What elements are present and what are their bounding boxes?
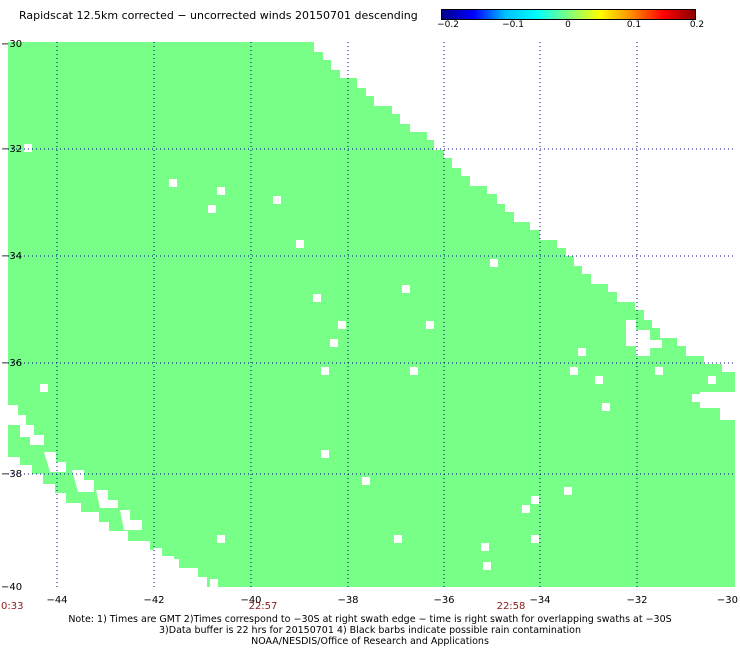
colorbar-tick: −0.2	[437, 20, 459, 30]
colorbar-tick: −0.1	[502, 20, 524, 30]
no-data-cells	[8, 144, 735, 587]
graticule	[8, 42, 735, 587]
time-label: 0:33	[1, 601, 23, 612]
time-label: 22:57	[249, 601, 278, 612]
lat-label: −40	[1, 582, 22, 593]
footnotes: Note: 1) Times are GMT 2)Times correspon…	[0, 614, 740, 647]
lat-label: −36	[1, 358, 22, 369]
footnote-line: Note: 1) Times are GMT 2)Times correspon…	[68, 614, 672, 625]
lat-label: −34	[1, 251, 22, 262]
colorbar	[441, 9, 696, 20]
footnote-line: 3)Data buffer is 22 hrs for 20150701 4) …	[159, 625, 581, 636]
lon-label: −40	[240, 595, 261, 606]
lon-label: −42	[143, 595, 164, 606]
footnote-line: NOAA/NESDIS/Office of Research and Appli…	[251, 636, 489, 647]
wind-map: −30 −32 −34 −36 −38 −40 −44 −42 −40 −38 …	[1, 39, 738, 612]
lat-label: −38	[1, 469, 22, 480]
lon-label: −44	[46, 595, 67, 606]
lon-label: −32	[626, 595, 647, 606]
lon-label: −38	[337, 595, 358, 606]
lat-label: −30	[1, 39, 22, 50]
colorbar-tick: 0.1	[626, 20, 642, 30]
lon-label: −30	[717, 595, 738, 606]
lon-label: −34	[529, 595, 550, 606]
swath-area	[8, 42, 735, 587]
time-label: 22:58	[497, 601, 526, 612]
lon-label: −36	[433, 595, 454, 606]
lat-label: −32	[1, 144, 22, 155]
map-title: Rapidscat 12.5km corrected − uncorrected…	[19, 9, 418, 22]
colorbar-tick: 0.2	[689, 20, 705, 30]
colorbar-tick: 0	[565, 20, 571, 30]
